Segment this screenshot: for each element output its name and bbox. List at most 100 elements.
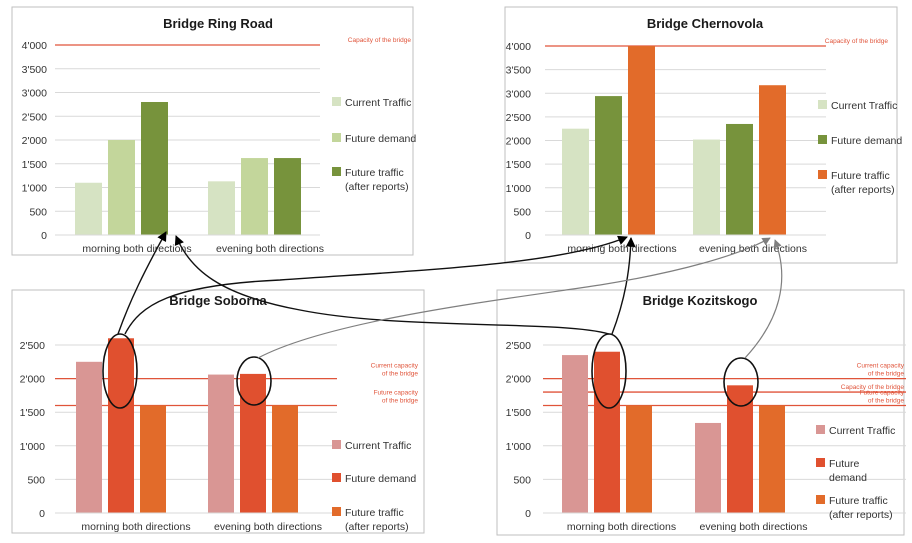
y-tick-label: 500 xyxy=(27,474,45,486)
bar xyxy=(626,405,652,513)
legend-label: Current Traffic xyxy=(345,97,411,109)
legend-swatch xyxy=(332,133,341,142)
bar xyxy=(726,123,753,235)
legend-label: Future traffic xyxy=(345,507,404,519)
legend-swatch xyxy=(818,135,827,144)
legend-swatch xyxy=(816,425,825,434)
bar xyxy=(759,85,786,235)
legend-label: Future xyxy=(829,458,860,470)
x-tick-label: morning both directions xyxy=(567,243,676,255)
x-tick-label: morning both directions xyxy=(82,243,191,255)
legend-label: Future traffic xyxy=(831,170,890,182)
bar xyxy=(108,338,134,513)
legend-label: (after reports) xyxy=(829,509,893,521)
bar xyxy=(695,422,721,513)
link-arrow xyxy=(744,239,783,359)
bar xyxy=(727,385,753,513)
y-tick-label: 0 xyxy=(525,508,531,520)
legend-swatch xyxy=(332,167,341,176)
y-tick-label: 0 xyxy=(525,230,531,242)
bar xyxy=(595,96,622,236)
chart-title: Bridge Chernovola xyxy=(647,16,764,31)
y-tick-label: 1'500 xyxy=(22,159,48,171)
bar xyxy=(562,128,589,235)
chart-4: Bridge Kozitskogo 0 500 1'000 1'500 2'000 2'50… xyxy=(496,289,906,536)
link-arrow xyxy=(611,237,636,335)
y-tick-label: 2'500 xyxy=(506,112,532,124)
y-tick-label: 2'000 xyxy=(506,136,532,148)
legend-swatch xyxy=(332,97,341,106)
bar xyxy=(594,351,620,513)
y-tick-label: 1'000 xyxy=(22,183,48,195)
capacity-label: Capacity of the bridge xyxy=(841,384,905,391)
y-tick-label: 3'000 xyxy=(22,88,48,100)
bar xyxy=(562,355,588,513)
bar xyxy=(628,46,655,235)
bar xyxy=(208,374,234,513)
bar xyxy=(208,181,235,235)
y-tick-label: 0 xyxy=(41,230,47,242)
chart-3: Bridge Soborna 0 500 1'000 1'500 2'000 2'500 Cu… xyxy=(11,289,425,534)
y-tick-label: 500 xyxy=(513,206,531,218)
legend-swatch xyxy=(816,458,825,467)
bar xyxy=(272,405,298,513)
bar xyxy=(693,139,720,235)
capacity-label: of the bridge xyxy=(382,371,419,378)
y-tick-label: 1'500 xyxy=(20,407,46,419)
capacity-label: Capacity of the bridge xyxy=(348,37,412,44)
bar xyxy=(759,405,785,513)
legend-label: Current Traffic xyxy=(831,100,897,112)
y-tick-label: 0 xyxy=(39,508,45,520)
capacity-label: Future capacity xyxy=(860,389,905,396)
highlight-ellipse xyxy=(236,356,272,406)
y-tick-label: 3'500 xyxy=(22,64,48,76)
y-tick-label: 2'500 xyxy=(20,340,46,352)
x-tick-label: morning both directions xyxy=(81,521,190,533)
bar xyxy=(108,140,135,235)
y-tick-label: 1'500 xyxy=(506,407,532,419)
capacity-label: Current capacity xyxy=(371,363,419,370)
capacity-label: of the bridge xyxy=(382,397,419,404)
chart-2: Bridge Chernovola 0 500 1'000 1'500 2'000 2'50… xyxy=(504,6,902,264)
y-tick-label: 1'000 xyxy=(506,183,532,195)
legend-swatch xyxy=(818,170,827,179)
legend-swatch xyxy=(816,495,825,504)
y-tick-label: 2'500 xyxy=(22,111,48,123)
legend-label: demand xyxy=(829,472,867,484)
legend-label: Future traffic xyxy=(345,167,404,179)
bar xyxy=(240,373,266,513)
legend-label: Current Traffic xyxy=(345,440,411,452)
y-tick-label: 2'000 xyxy=(22,135,48,147)
y-tick-label: 3'000 xyxy=(506,88,532,100)
chart-1: Bridge Ring Road 0 500 1'000 1'500 2'000 2'500… xyxy=(11,6,416,256)
x-tick-label: evening both directions xyxy=(216,243,324,255)
y-tick-label: 4'000 xyxy=(22,40,48,52)
x-tick-label: morning both directions xyxy=(567,521,676,533)
legend-label: Future demand xyxy=(345,473,416,485)
capacity-label: of the bridge xyxy=(868,397,905,404)
highlight-ellipse xyxy=(102,333,138,409)
bar xyxy=(274,158,301,235)
capacity-label: Current capacity xyxy=(857,363,905,370)
y-tick-label: 2'000 xyxy=(20,374,46,386)
y-tick-label: 500 xyxy=(513,474,531,486)
chart-title: Bridge Soborna xyxy=(169,293,267,308)
legend-label: (after reports) xyxy=(345,521,409,533)
bar xyxy=(141,102,168,235)
legend-swatch xyxy=(332,473,341,482)
y-tick-label: 2'500 xyxy=(506,340,532,352)
chart-title: Bridge Ring Road xyxy=(163,16,273,31)
bar xyxy=(75,182,102,235)
link-arrow xyxy=(124,235,628,335)
legend-label: Future demand xyxy=(345,133,416,145)
link-arrow xyxy=(257,237,771,359)
chart-title: Bridge Kozitskogo xyxy=(643,293,758,308)
capacity-label: of the bridge xyxy=(868,371,905,378)
capacity-label: Capacity of the bridge xyxy=(825,38,889,45)
capacity-label: Future capacity xyxy=(374,389,419,396)
x-tick-label: evening both directions xyxy=(214,521,322,533)
legend-label: Current Traffic xyxy=(829,425,895,437)
y-tick-label: 2'000 xyxy=(506,374,532,386)
bar xyxy=(76,361,102,513)
